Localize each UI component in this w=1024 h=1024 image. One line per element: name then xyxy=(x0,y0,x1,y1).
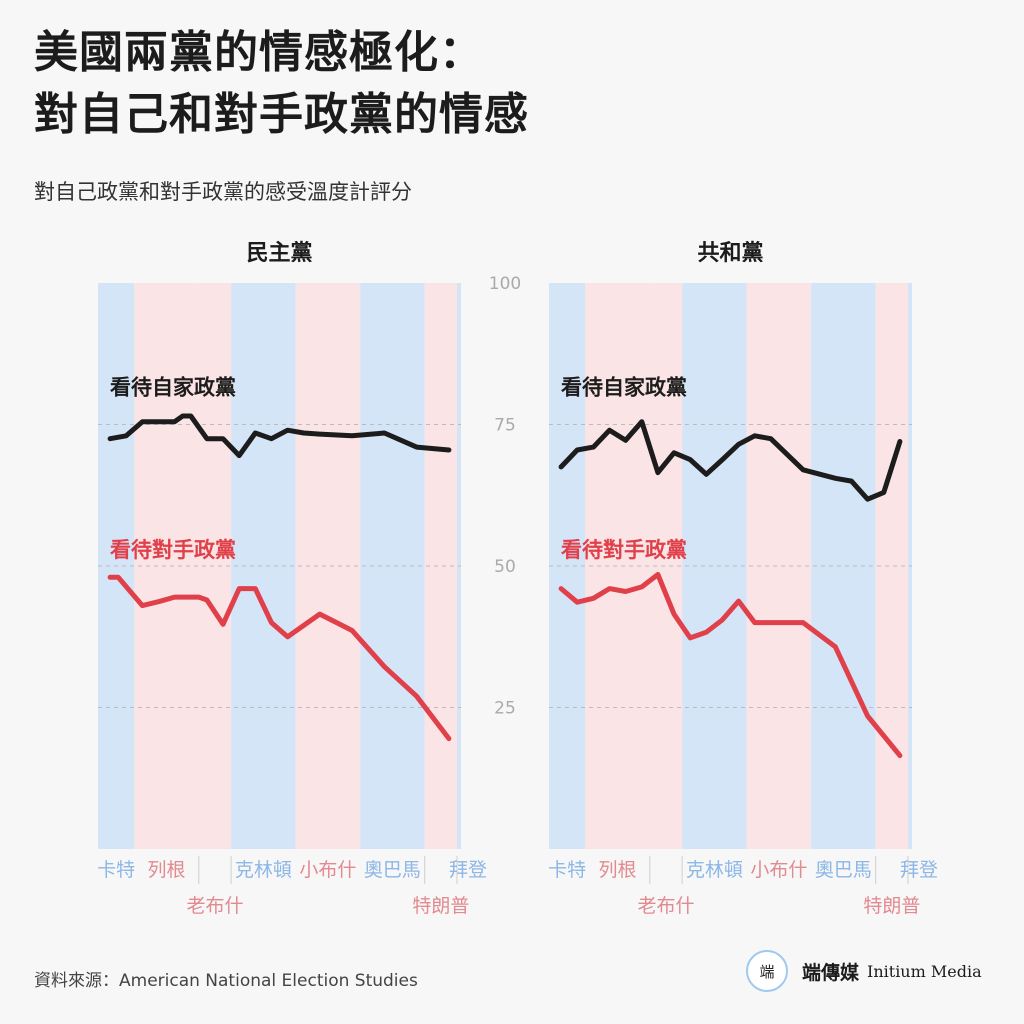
opposing-party-line xyxy=(558,572,903,759)
brand-name-en: Initium Media xyxy=(867,961,982,981)
own-party-line xyxy=(107,413,452,459)
presidency-label: 老布什 xyxy=(637,895,694,917)
y-tick-label: 75 xyxy=(494,416,516,436)
own-party-label: 看待自家政黨 xyxy=(110,376,236,400)
presidency-label: 克林頓 xyxy=(686,859,743,881)
brand-block: 端 端傳媒 Initium Media xyxy=(746,948,982,994)
source-note: 資料來源：American National Election Studies xyxy=(34,971,418,991)
title-line-1: 美國兩黨的情感極化： xyxy=(34,27,484,78)
presidency-label: 克林頓 xyxy=(235,859,292,881)
presidency-label: 老布什 xyxy=(186,895,243,917)
presidency-band xyxy=(811,283,876,849)
presidency-label: 列根 xyxy=(148,859,186,881)
title-line-2: 對自己和對手政黨的情感 xyxy=(34,89,529,140)
presidency-label: 拜登 xyxy=(900,859,938,881)
presidency-label: 拜登 xyxy=(449,859,487,881)
presidency-band xyxy=(295,283,361,849)
opposing-party-label: 看待對手政黨 xyxy=(561,538,687,562)
chart-title: 美國兩黨的情感極化： 對自己和對手政黨的情感 xyxy=(34,22,529,146)
brand-name-zh: 端傳媒 xyxy=(802,961,860,984)
presidency-label: 列根 xyxy=(599,859,637,881)
presidency-label: 特朗普 xyxy=(412,895,469,917)
presidency-label: 小布什 xyxy=(750,859,807,881)
presidency-label: 特朗普 xyxy=(863,895,920,917)
presidency-band xyxy=(746,283,812,849)
opposing-party-label: 看待對手政黨 xyxy=(110,538,236,562)
presidency-band xyxy=(360,283,425,849)
presidency-label: 小布什 xyxy=(299,859,356,881)
panel-title: 共和黨 xyxy=(697,241,763,266)
own-party-label: 看待自家政黨 xyxy=(561,376,687,400)
opposing-party-line xyxy=(107,574,452,742)
presidency-label: 卡特 xyxy=(97,859,135,881)
presidency-label: 奧巴馬 xyxy=(364,859,421,881)
presidency-label: 卡特 xyxy=(548,859,586,881)
chart-subtitle: 對自己政黨和對手政黨的感受溫度計評分 xyxy=(34,180,412,204)
y-tick-label: 100 xyxy=(489,274,521,294)
y-tick-label: 25 xyxy=(494,699,516,719)
y-tick-label: 50 xyxy=(494,557,516,577)
panel-title: 民主黨 xyxy=(246,241,312,266)
own-party-line xyxy=(558,419,903,502)
presidency-label: 奧巴馬 xyxy=(815,859,872,881)
initium-logo: 端 xyxy=(746,950,788,992)
